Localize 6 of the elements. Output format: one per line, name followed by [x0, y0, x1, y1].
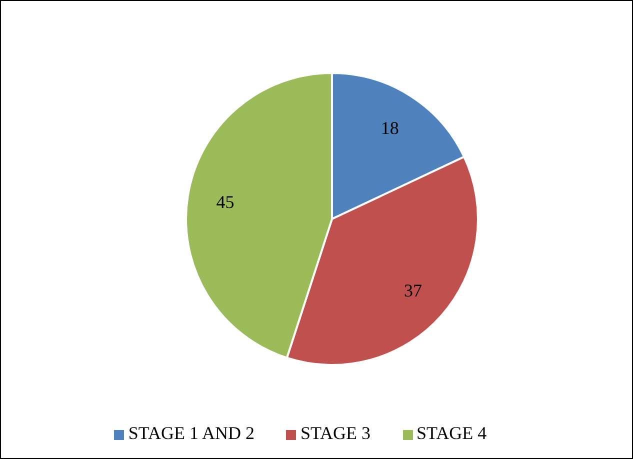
- legend-label: STAGE 1 AND 2: [128, 423, 254, 443]
- data-label: 18: [380, 118, 399, 138]
- data-label: 45: [216, 192, 234, 212]
- data-label: 37: [404, 280, 422, 300]
- legend-label: STAGE 4: [416, 423, 487, 443]
- legend-label: STAGE 3: [300, 423, 371, 443]
